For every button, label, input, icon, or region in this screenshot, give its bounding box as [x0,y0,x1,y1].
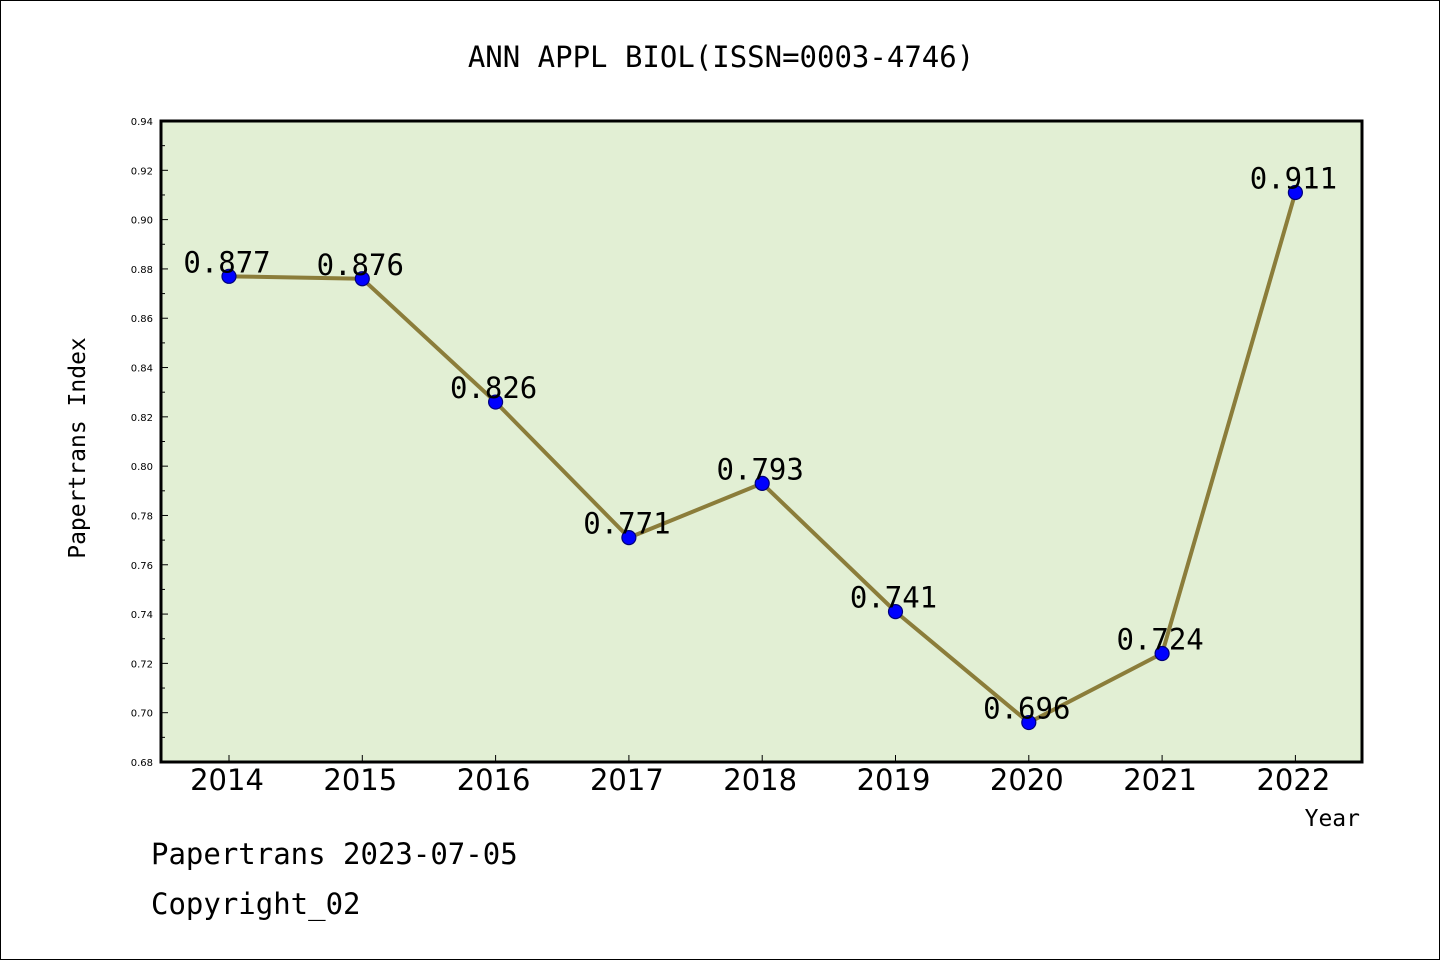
data-point [621,530,637,546]
data-label: 0.724 [1116,623,1203,657]
data-point [488,394,504,410]
y-axis: 0.68 0.70 0.72 0.74 0.76 0.78 0.80 0.82 0.84 0.86… [131,117,168,769]
x-axis-label: Year [1305,806,1360,832]
y-tick-label: 0.70 [131,709,153,720]
x-tick-label: 2014 [190,763,264,797]
data-point [1021,714,1037,731]
plot-area [159,119,1364,764]
y-tick-label: 0.80 [131,462,153,473]
data-label: 0.696 [983,692,1070,726]
y-tick-label: 0.68 [131,758,153,769]
data-label: 0.876 [317,248,404,282]
data-label: 0.741 [850,581,937,615]
y-tick-label: 0.82 [131,413,153,424]
y-tick-label: 0.74 [131,610,153,621]
x-tick-label: 2020 [990,763,1064,797]
x-tick-label: 2021 [1123,763,1197,797]
x-tick-label: 2015 [323,763,397,797]
data-point [1287,184,1304,201]
data-label: 0.826 [450,371,537,405]
y-tick-label: 0.92 [131,166,153,177]
data-point [221,268,237,284]
y-tick-label: 0.72 [131,659,153,670]
footer-stamp: Papertrans 2023-07-05 [151,837,518,871]
data-label: 0.877 [183,245,270,279]
data-label: 0.793 [717,452,804,486]
y-tick-label: 0.84 [131,364,153,375]
x-tick-label: 2019 [857,763,931,797]
y-tick-label: 0.90 [131,216,153,227]
data-point [354,271,370,287]
y-tick-label: 0.88 [131,265,153,276]
y-tick-label: 0.78 [131,511,153,522]
x-tick-label: 2016 [457,763,531,797]
data-label: 0.911 [1250,161,1337,195]
data-point [887,604,904,620]
y-axis-label: Papertrans Index [65,337,91,559]
footer-copyright: Copyright_02 [151,887,361,921]
series-line-group: 0.877 0.876 0.826 0.771 0.793 0.741 0.696 0.724… [183,161,1337,731]
x-axis: 2014 2015 2016 2017 2018 2019 2020 2021 2022 [190,755,1330,797]
x-tick-label: 2018 [723,763,797,797]
x-tick-label: 2017 [590,763,664,797]
y-tick-label: 0.76 [131,561,153,572]
y-tick-label: 0.86 [131,314,153,325]
y-tick-label: 0.94 [131,117,153,128]
chart-title: ANN APPL BIOL(ISSN=0003-4746) [468,40,974,74]
x-tick-label: 2022 [1256,763,1330,797]
data-label: 0.771 [583,507,670,541]
data-point [754,475,770,492]
data-point [1154,645,1170,662]
